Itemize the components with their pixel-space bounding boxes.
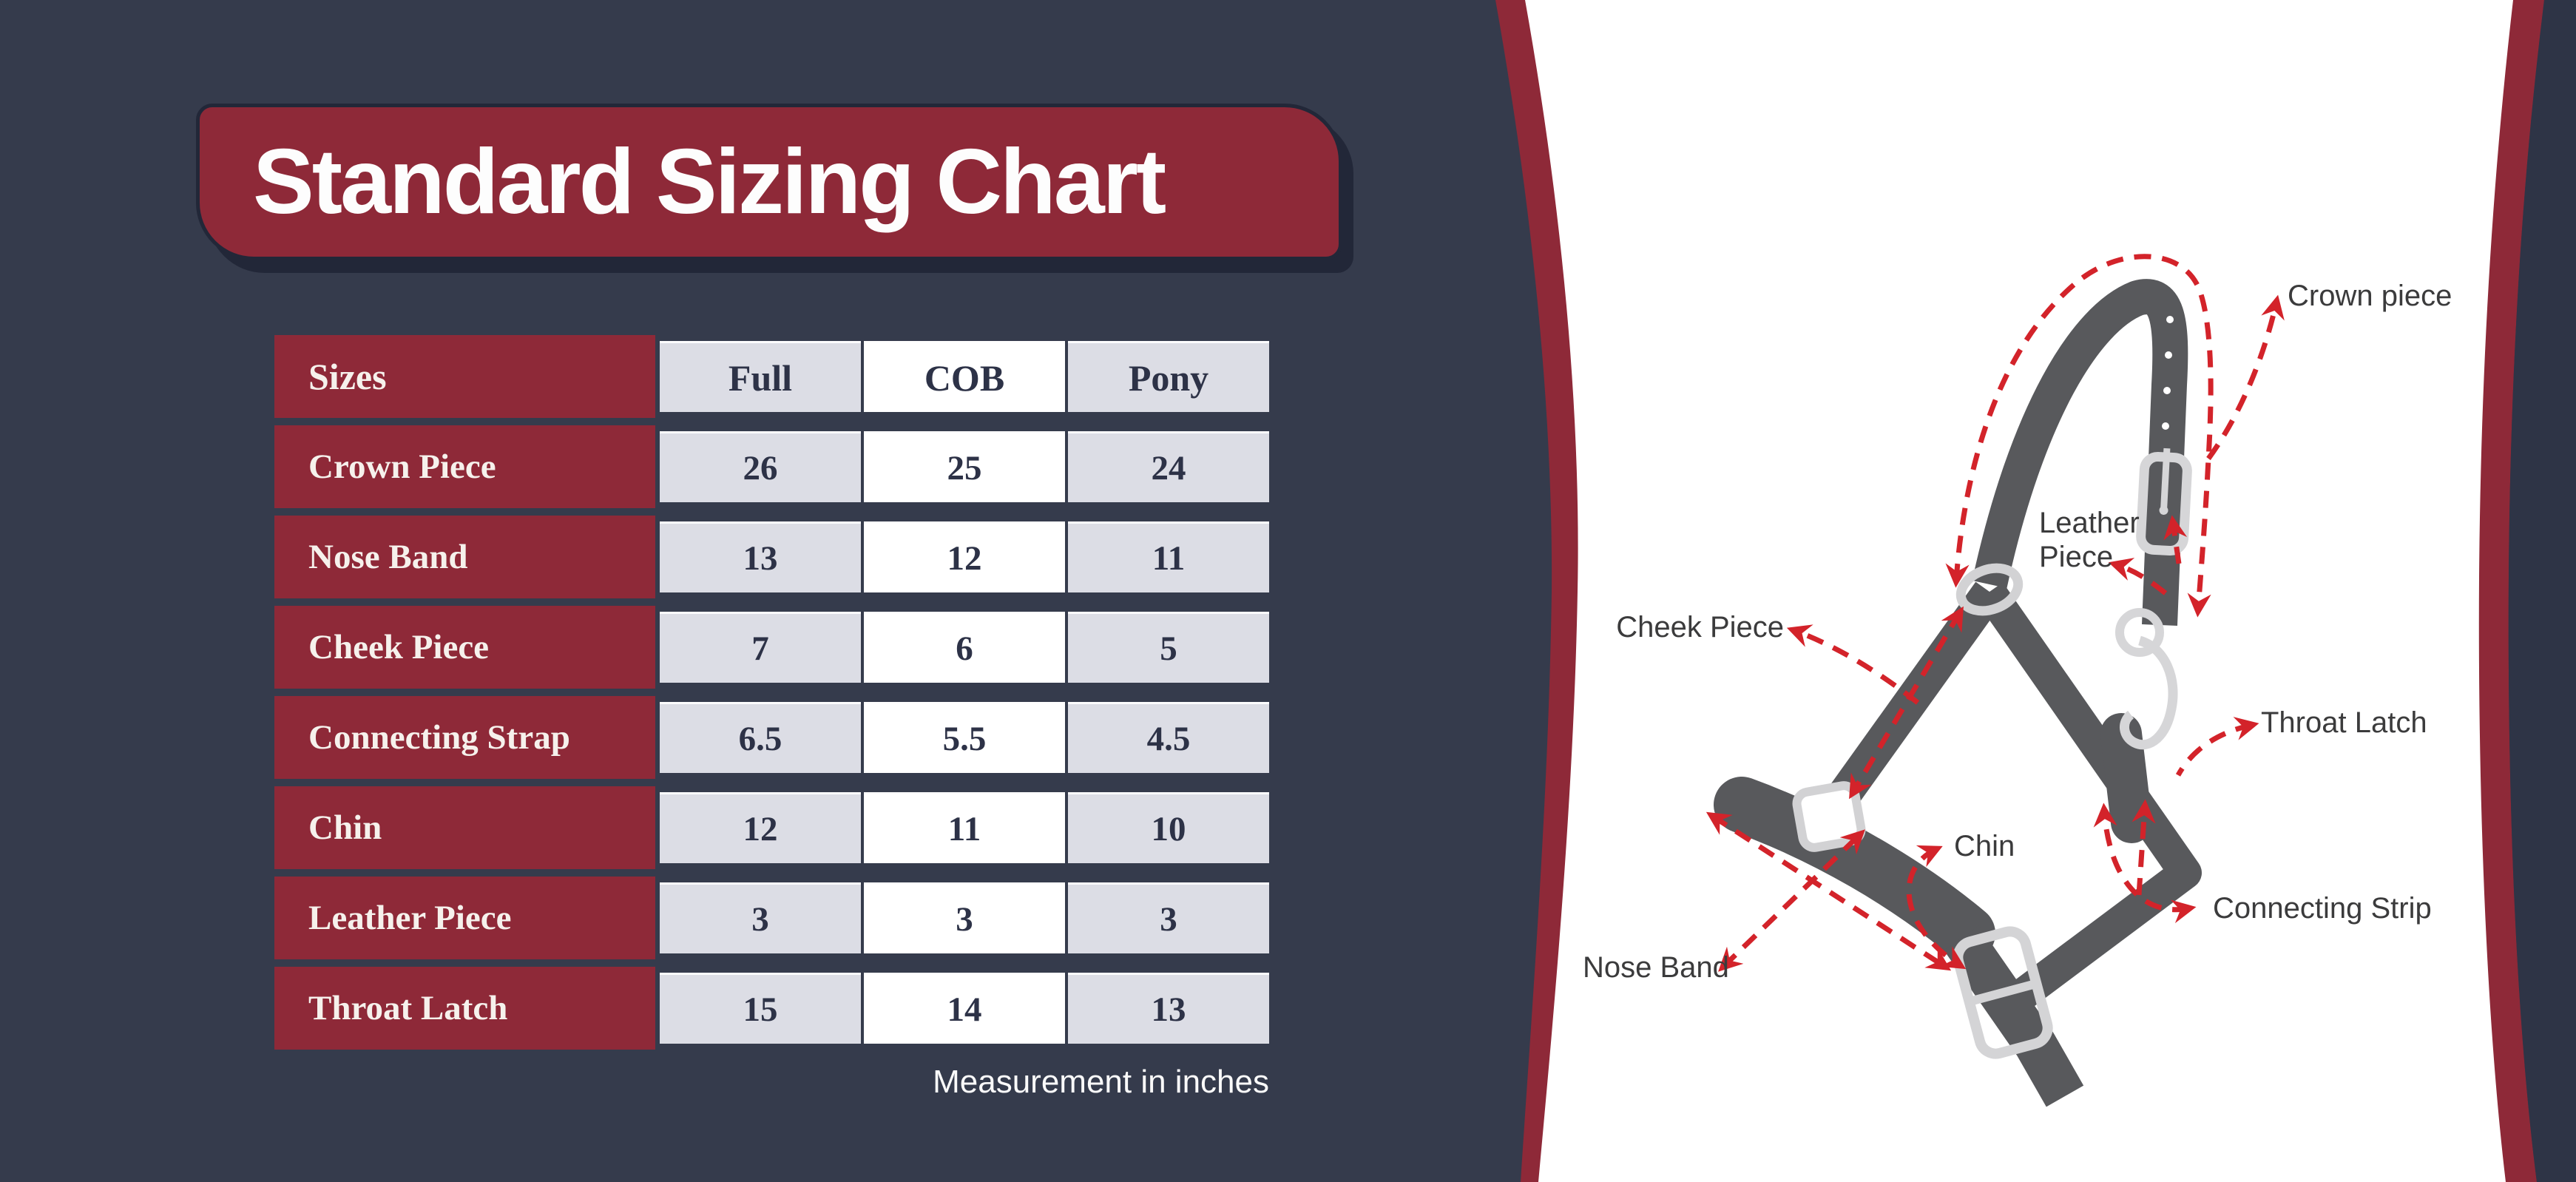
value-cell: 3 xyxy=(864,882,1065,953)
value-cell: 6.5 xyxy=(660,702,861,773)
sizing-table: Sizes Full COB Pony Crown Piece 26 25 24 Nos… xyxy=(274,335,1269,1057)
label-connecting-strip: Connecting Strip xyxy=(2213,892,2432,925)
cheek-strap-dashed xyxy=(1849,606,1964,800)
row-label-cell: Connecting Strap xyxy=(274,696,655,779)
label-chin: Chin xyxy=(1954,830,2015,862)
row-label-cell: Leather Piece xyxy=(274,877,655,959)
table-header-row: Sizes Full COB Pony xyxy=(274,335,1269,418)
nose-label-leader xyxy=(1718,829,1865,972)
throat-label-leader xyxy=(2175,717,2259,777)
crown-strap xyxy=(1972,279,2188,626)
value-cell: 4.5 xyxy=(1068,702,1269,773)
right-navy-edge xyxy=(2508,0,2576,1182)
leather-up-leader xyxy=(2163,515,2188,564)
label-crown-piece: Crown piece xyxy=(2288,280,2452,312)
value-cell: 3 xyxy=(660,882,861,953)
snap-hook xyxy=(2120,635,2178,750)
crown-label-leader xyxy=(2206,294,2285,461)
table-row: Crown Piece 26 25 24 xyxy=(274,425,1269,508)
table-row: Leather Piece 3 3 3 xyxy=(274,877,1269,959)
strap-holes xyxy=(2162,316,2174,430)
value-cell: 6 xyxy=(864,612,1065,683)
header-col-cob: COB xyxy=(864,341,1065,412)
value-cell: 15 xyxy=(660,973,861,1044)
page-title: Standard Sizing Chart xyxy=(253,131,1166,233)
connecting-label-leader xyxy=(2093,803,2197,924)
crown-outline-dashed xyxy=(1945,254,2214,618)
label-leather-line2: Piece xyxy=(2039,541,2113,573)
value-cell: 11 xyxy=(1068,521,1269,592)
header-col-full: Full xyxy=(660,341,861,412)
table-row: Connecting Strap 6.5 5.5 4.5 xyxy=(274,696,1269,779)
value-cell: 7 xyxy=(660,612,861,683)
table-row: Cheek Piece 7 6 5 xyxy=(274,606,1269,689)
value-cell: 3 xyxy=(1068,882,1269,953)
value-cell: 11 xyxy=(864,792,1065,863)
table-row: Chin 12 11 10 xyxy=(274,786,1269,869)
value-cell: 12 xyxy=(864,521,1065,592)
crown-buckle-prong-tip xyxy=(2159,505,2168,515)
header-col-pony: Pony xyxy=(1068,341,1269,412)
table-row: Nose Band 13 12 11 xyxy=(274,516,1269,598)
leader-lines xyxy=(1705,254,2285,972)
value-cell: 25 xyxy=(864,431,1065,502)
title-banner: Standard Sizing Chart xyxy=(196,104,1342,260)
throat-latch-strap xyxy=(2100,713,2152,843)
value-cell: 14 xyxy=(864,973,1065,1044)
chin-buckle-bar xyxy=(1969,979,2038,1006)
row-label-cell: Nose Band xyxy=(274,516,655,598)
value-cell: 5 xyxy=(1068,612,1269,683)
table-row: Throat Latch 15 14 13 xyxy=(274,967,1269,1050)
header-sizes-cell: Sizes xyxy=(274,335,655,418)
row-label-cell: Cheek Piece xyxy=(274,606,655,689)
value-cell: 13 xyxy=(660,521,861,592)
value-cell: 5.5 xyxy=(864,702,1065,773)
measurement-footnote: Measurement in inches xyxy=(933,1064,1269,1100)
value-cell: 12 xyxy=(660,792,861,863)
table-rows: Crown Piece 26 25 24 Nose Band 13 12 11 Cheek Pi… xyxy=(274,425,1269,1050)
value-cell: 13 xyxy=(1068,973,1269,1044)
nose-cap-leader xyxy=(1705,811,1952,971)
crown-buckle-prong xyxy=(2160,448,2171,511)
leather-label-leader xyxy=(2108,558,2168,595)
label-cheek-piece: Cheek Piece xyxy=(1616,611,1784,644)
diagram-labels: Crown piece Leather Piece Cheek Piece Th… xyxy=(1583,280,2452,984)
value-cell: 10 xyxy=(1068,792,1269,863)
row-label-cell: Chin xyxy=(274,786,655,869)
row-label-cell: Crown Piece xyxy=(274,425,655,508)
label-leather-line1: Leather xyxy=(2039,507,2140,539)
row-label-cell: Throat Latch xyxy=(274,967,655,1050)
value-cell: 24 xyxy=(1068,431,1269,502)
label-throat-latch: Throat Latch xyxy=(2261,706,2427,739)
value-cell: 26 xyxy=(660,431,861,502)
label-nose-band: Nose Band xyxy=(1583,951,1729,984)
